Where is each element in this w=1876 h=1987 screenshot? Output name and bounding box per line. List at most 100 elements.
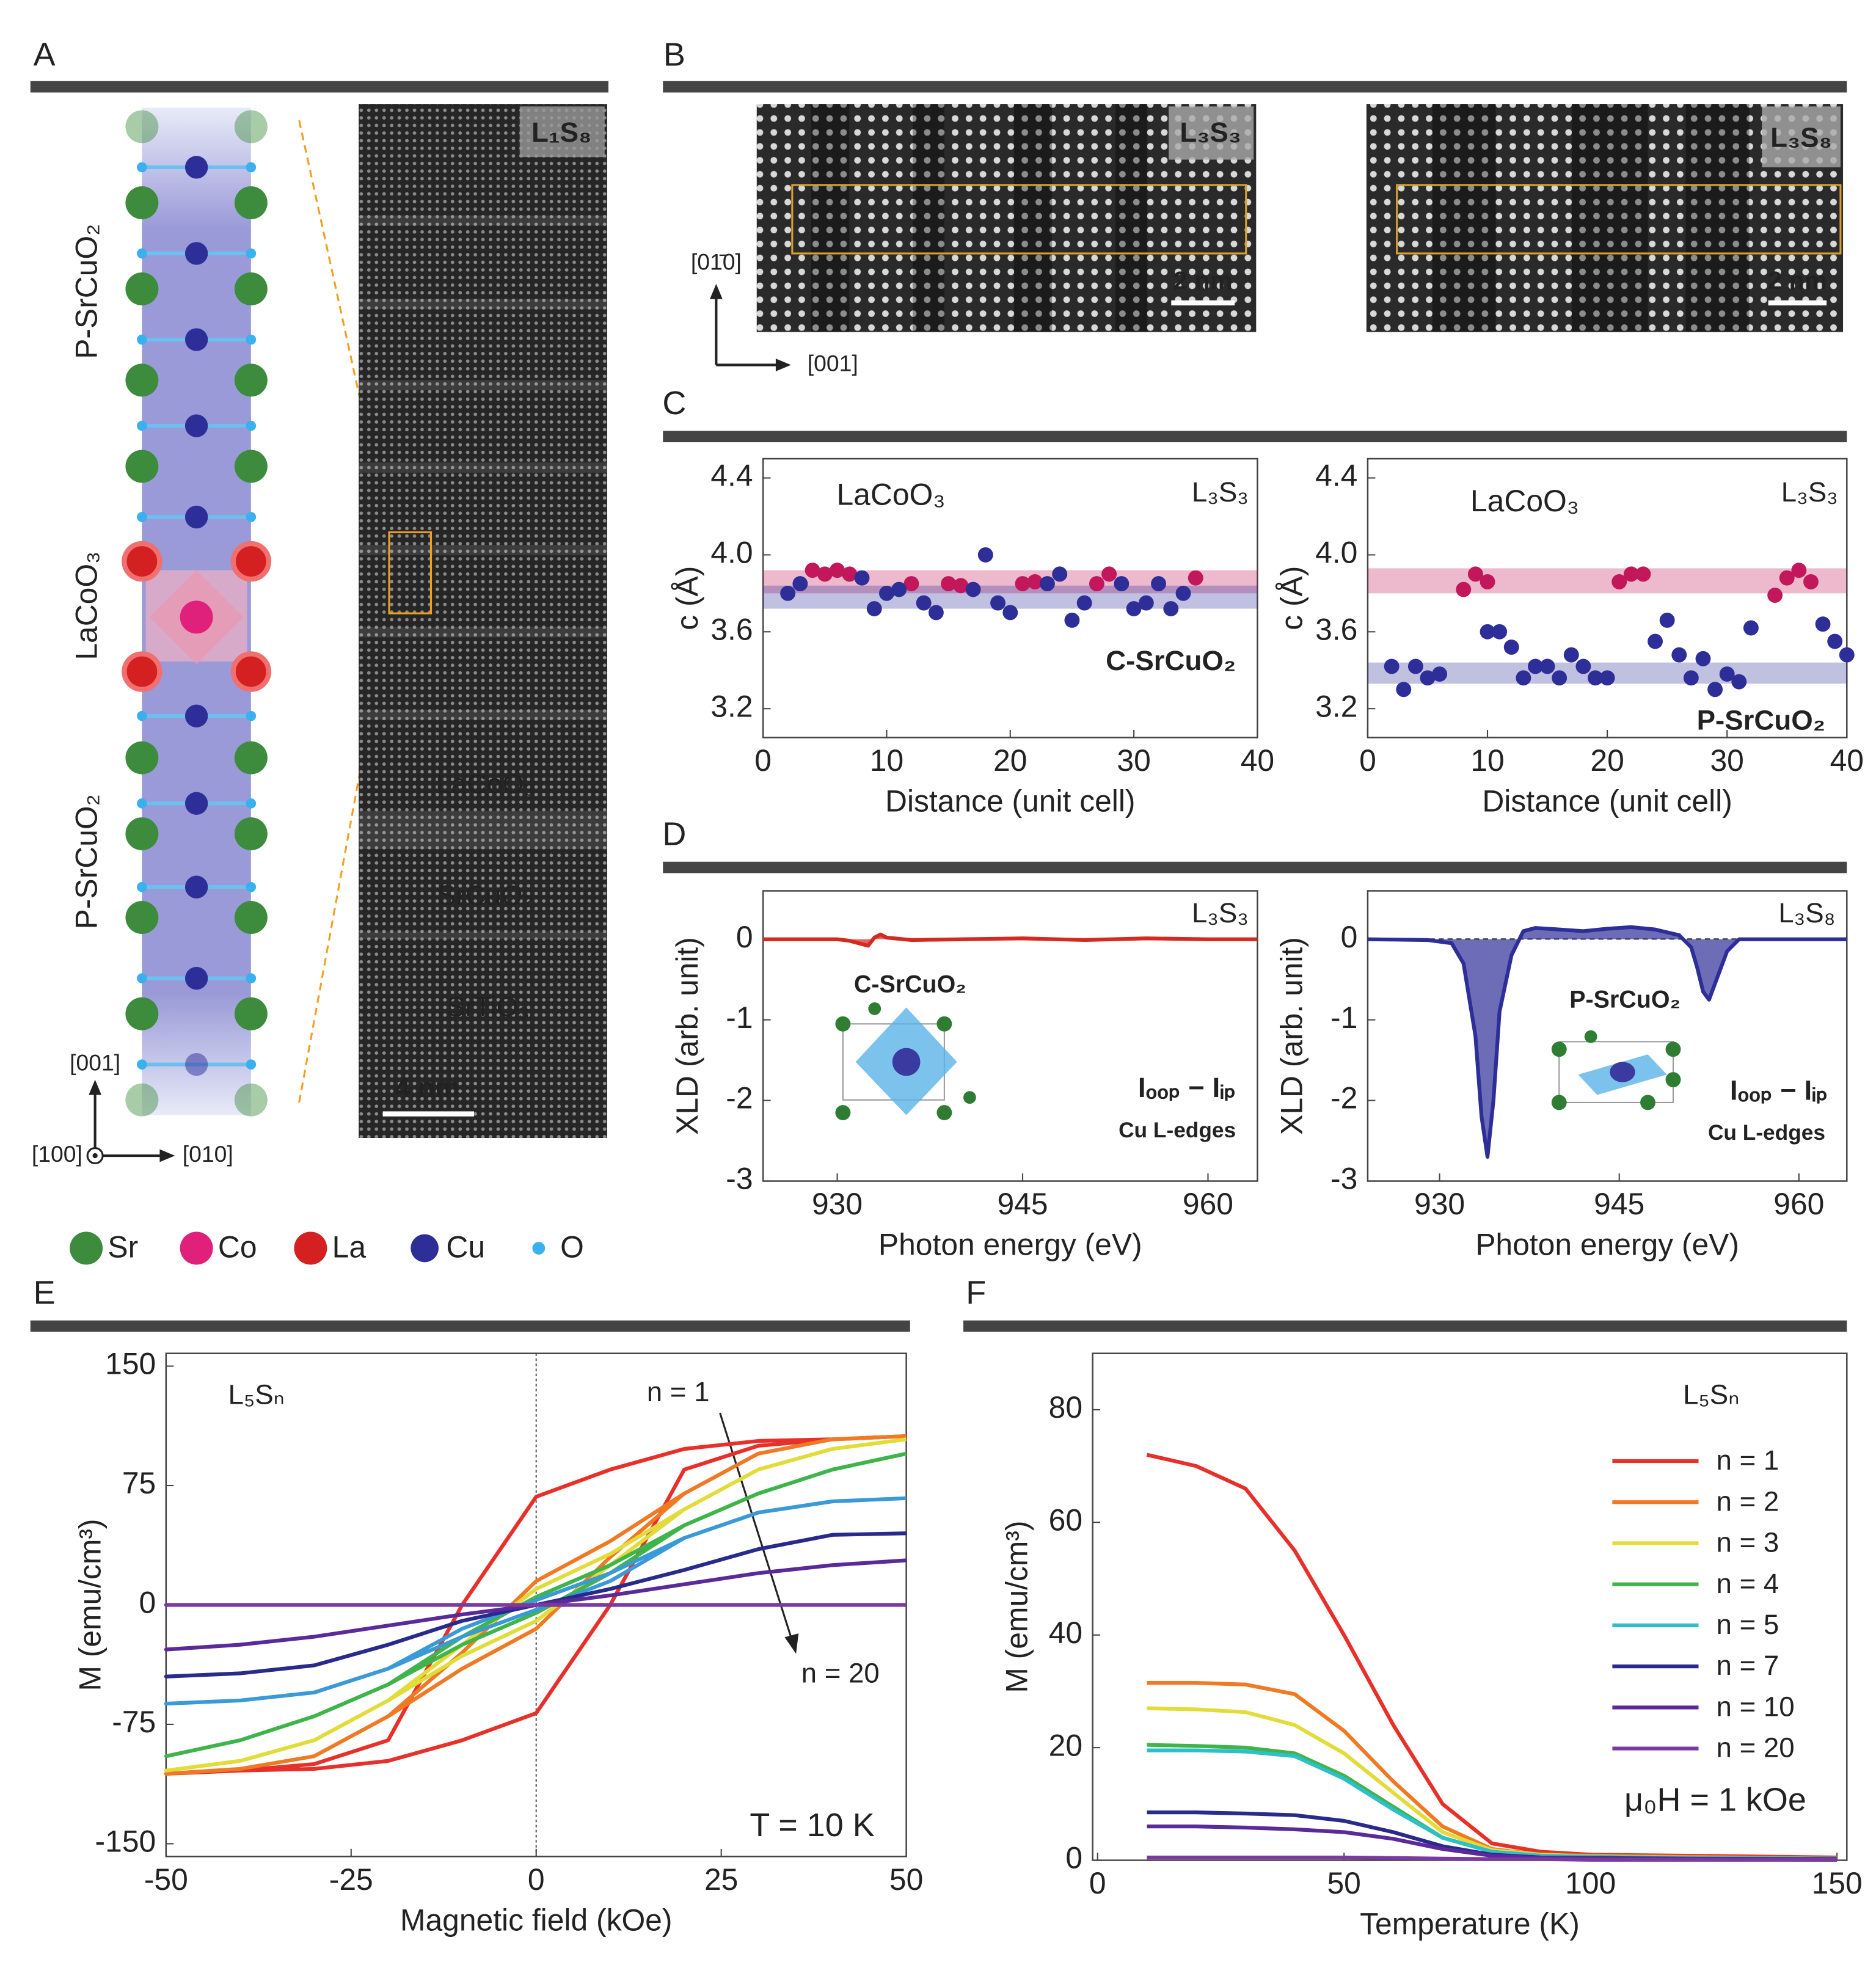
o-atom [246, 248, 257, 259]
y-tick-label: -150 [95, 1825, 156, 1859]
y-tick-label: -2 [1330, 1081, 1357, 1115]
y-tick-label: 3.6 [1315, 612, 1357, 646]
region-box [1396, 184, 1842, 255]
cu-atom [184, 156, 208, 179]
point [1407, 658, 1423, 674]
x-axis-label: Temperature (K) [1360, 1907, 1580, 1941]
point [1138, 595, 1154, 611]
y-tick-label: 0 [1065, 1841, 1082, 1875]
legend-label: O [560, 1230, 584, 1264]
o-atom [137, 973, 147, 983]
x-tick-label: 945 [997, 1187, 1048, 1221]
o-atom [246, 973, 257, 983]
cu-atom [184, 966, 208, 990]
o-atom [246, 710, 257, 721]
point [879, 585, 894, 601]
o-atom [137, 881, 147, 892]
point [1384, 658, 1400, 674]
point [1456, 582, 1472, 597]
legend-atom [411, 1234, 439, 1263]
x-tick-label: 0 [754, 743, 772, 778]
panel-label: B [663, 37, 685, 73]
y-tick-label: 3.6 [710, 612, 753, 646]
area [1367, 927, 1847, 1157]
point [965, 582, 981, 597]
legend-label: n = 20 [1717, 1732, 1795, 1763]
point [1002, 605, 1018, 621]
sample-label: L₃S₈ [1770, 122, 1832, 153]
sr-atom [234, 272, 268, 305]
o-atom [246, 881, 257, 892]
point [1779, 570, 1795, 586]
sr-atom [125, 901, 159, 934]
legend-label: n = 7 [1717, 1650, 1779, 1681]
axis-label: [01̄0] [691, 249, 742, 274]
annotation: L₃S₈ [1778, 897, 1835, 928]
x-tick-label: 10 [870, 743, 903, 778]
o-atom [246, 162, 257, 173]
x-tick-label: 960 [1183, 1187, 1233, 1221]
x-tick-label: 50 [889, 1862, 923, 1897]
sr-atom [234, 1083, 268, 1117]
point [1588, 670, 1603, 686]
point [792, 576, 808, 592]
y-tick-label: -2 [726, 1081, 753, 1115]
point [1432, 666, 1448, 682]
point [1151, 576, 1166, 592]
point [891, 582, 907, 597]
series-label: P-SrCuO₂ [1697, 705, 1825, 736]
sample-label: L₃S₃ [1180, 117, 1241, 148]
annotation: Cu L-edges [1708, 1121, 1825, 1145]
annotation: Iₒₒₚ − Iᵢₚ [1138, 1072, 1236, 1103]
point [1599, 670, 1615, 686]
y-axis-label: c (Å) [1275, 566, 1309, 630]
o-atom [137, 420, 147, 431]
point [1467, 566, 1483, 582]
la-atom [230, 651, 272, 692]
point [1827, 633, 1843, 649]
scale-bar [1171, 300, 1235, 305]
point [1719, 666, 1735, 682]
point [1623, 566, 1639, 582]
annotation: C-SrCuO₂ [854, 971, 966, 997]
tem-image [359, 104, 607, 1139]
x-tick-label: 0 [1089, 1866, 1106, 1900]
point [1659, 612, 1675, 628]
point [977, 547, 993, 563]
cu-atom [184, 505, 208, 529]
legend-atom [532, 1242, 546, 1255]
annotation: P-SrCuO₂ [1569, 986, 1681, 1013]
sr-atom [234, 997, 268, 1030]
o-atom [137, 512, 147, 522]
layer-label: LaCoO₃ [69, 552, 103, 660]
y-axis-label: M (emu/cm³) [73, 1519, 108, 1691]
y-tick-label: 4.0 [710, 536, 753, 570]
x-tick-label: 25 [704, 1862, 738, 1897]
x-axis-label: Photon energy (eV) [1475, 1228, 1739, 1262]
co-atom [180, 600, 213, 634]
x-tick-label: 150 [1812, 1866, 1863, 1900]
point [1611, 574, 1627, 589]
cu-atom [184, 875, 208, 899]
arrow-head [784, 1633, 799, 1654]
point [1027, 574, 1043, 589]
legend-label: n = 4 [1717, 1568, 1779, 1599]
y-tick-label: 4.0 [1315, 536, 1357, 570]
annotation: L₅Sₙ [228, 1379, 285, 1410]
y-tick-label: 0 [736, 920, 753, 954]
point [903, 576, 919, 592]
x-axis-label: Photon energy (eV) [878, 1228, 1142, 1262]
legend-label: n = 1 [1717, 1445, 1779, 1476]
point [1480, 574, 1495, 589]
sr-atom [125, 1083, 159, 1117]
legend-atom [294, 1231, 327, 1265]
la-atom [122, 651, 162, 692]
axis-label: [100] [32, 1141, 82, 1167]
arrow-head [89, 1079, 101, 1095]
line [164, 1531, 907, 1679]
scale-label: 2 nm [1173, 266, 1233, 295]
panel-label: F [966, 1275, 986, 1311]
annotation: L₃S₃ [1192, 476, 1249, 508]
annotation: Iₒₒₚ − Iᵢₚ [1730, 1074, 1828, 1106]
label-box [1169, 106, 1254, 160]
